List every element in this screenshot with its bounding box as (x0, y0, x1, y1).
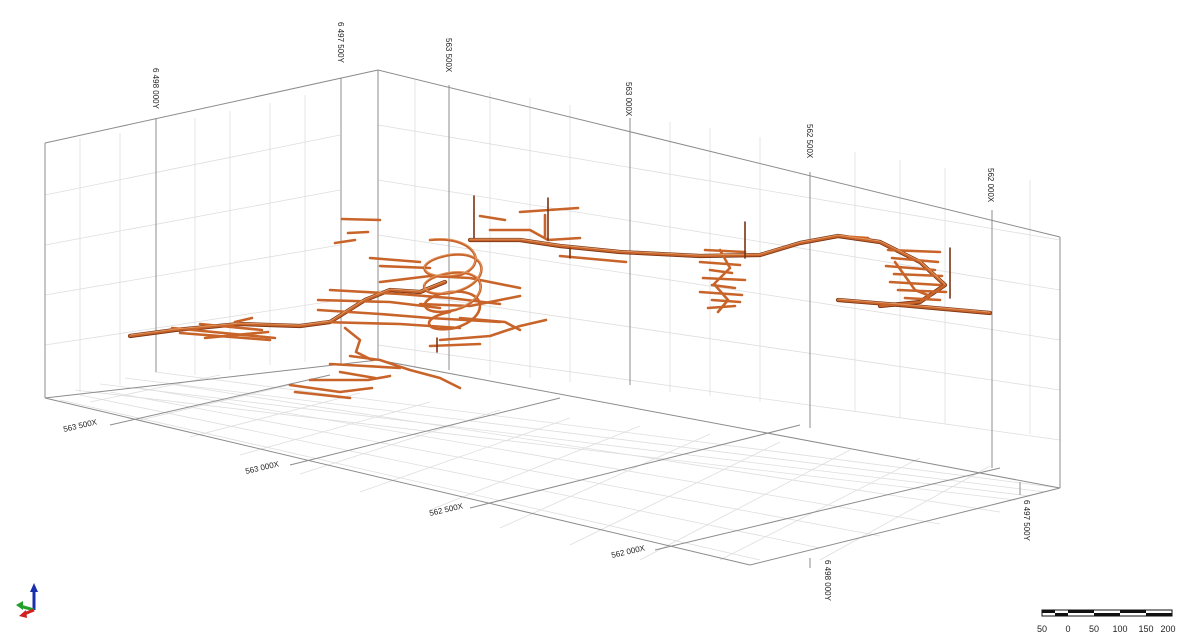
scene-grid (44, 80, 1061, 561)
axis-label-top-x-3: 562 500X (805, 124, 814, 159)
axis-label-bottom-y-right: 6 497 500Y (1022, 500, 1031, 542)
mine-workings-model[interactable] (127, 195, 993, 400)
scale-bar: 50 0 50 100 150 200 (1037, 609, 1176, 634)
axis-label-bottom-x-2: 563 000X (244, 459, 280, 476)
scale-tick-label: 0 (1065, 624, 1070, 634)
axis-label-bottom-y-front: 6 498 000Y (823, 560, 832, 602)
axis-label-top-y-back: 6 497 500Y (336, 22, 345, 64)
scale-tick-label: 50 (1037, 624, 1047, 634)
axis-triad-icon[interactable] (16, 583, 38, 618)
scale-tick-label: 200 (1160, 624, 1175, 634)
scale-tick-label: 100 (1112, 624, 1127, 634)
bounding-box (44, 69, 1061, 568)
axis-label-bottom-x-4: 562 000X (610, 543, 646, 560)
axis-label-top-x-1: 563 500X (444, 38, 453, 73)
axis-label-top-y-left: 6 498 000Y (151, 68, 160, 110)
axis-label-bottom-x-1: 563 500X (62, 417, 98, 434)
scale-tick-label: 150 (1138, 624, 1153, 634)
axis-label-top-x-2: 563 000X (624, 82, 633, 117)
scale-tick-label: 50 (1089, 624, 1099, 634)
axis-label-top-x-4: 562 000X (986, 168, 995, 203)
